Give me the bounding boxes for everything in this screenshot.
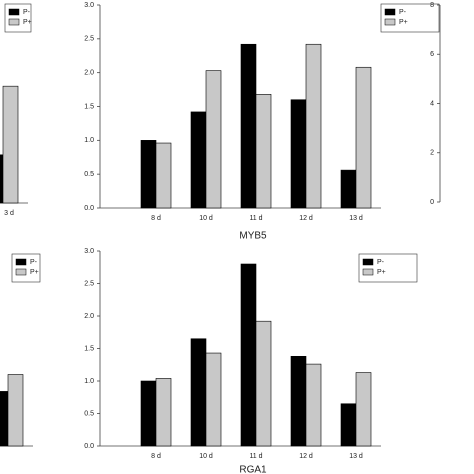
bar xyxy=(305,43,322,209)
legend-label: P+ xyxy=(377,269,386,276)
legend-label: P- xyxy=(399,9,407,16)
y-tick-label: 1.5 xyxy=(84,345,94,352)
x-tick-label: 3 d xyxy=(4,210,14,217)
x-tick-label: 13 d xyxy=(349,215,363,222)
y-tick-label: 2.5 xyxy=(84,280,94,287)
bar xyxy=(155,142,172,209)
x-tick-label: 10 d xyxy=(199,215,213,222)
y-tick-label: 0.0 xyxy=(84,443,94,450)
legend-swatch xyxy=(8,18,20,26)
x-tick-label: 13 d xyxy=(349,453,363,460)
legend-swatch xyxy=(15,268,27,276)
bar xyxy=(255,94,272,209)
y-tick-label: 2.0 xyxy=(84,70,94,77)
y-tick-label: 8 xyxy=(430,2,434,9)
x-tick-label: 8 d xyxy=(151,453,161,460)
legend-label: P- xyxy=(23,9,31,16)
bar xyxy=(205,352,222,447)
y-tick-label: 2 xyxy=(430,150,434,157)
y-tick-label: 3.0 xyxy=(84,248,94,255)
legend-frame xyxy=(11,253,41,283)
legend-swatch xyxy=(8,8,20,16)
bar xyxy=(240,43,257,209)
legend-swatch xyxy=(384,18,396,26)
x-tick-label: 11 d xyxy=(249,215,262,222)
bar xyxy=(0,154,4,204)
legend-frame xyxy=(4,3,32,33)
legend-label: P+ xyxy=(30,269,39,276)
legend-swatch xyxy=(362,268,374,276)
legend-frame xyxy=(380,3,440,33)
x-tick-label: 12 d xyxy=(299,453,313,460)
bar xyxy=(205,70,222,209)
chart-title: MYB5 xyxy=(239,231,267,242)
bar xyxy=(7,374,24,447)
bar xyxy=(290,355,307,447)
bar xyxy=(355,372,372,447)
y-tick-label: 1.0 xyxy=(84,137,94,144)
y-tick-label: 0.5 xyxy=(84,171,94,178)
x-tick-label: 11 d xyxy=(249,453,262,460)
y-tick-label: 0.5 xyxy=(84,410,94,417)
legend-label: P- xyxy=(377,259,385,266)
bar xyxy=(2,85,19,204)
y-tick-label: 3.0 xyxy=(84,2,94,9)
y-tick-label: 0.0 xyxy=(84,205,94,212)
legend-swatch xyxy=(362,258,374,266)
y-tick-label: 6 xyxy=(430,51,434,58)
legend-swatch xyxy=(15,258,27,266)
bar xyxy=(340,403,357,447)
y-tick-label: 1.0 xyxy=(84,378,94,385)
x-tick-label: 12 d xyxy=(299,215,313,222)
legend-frame xyxy=(358,253,418,283)
bar xyxy=(340,169,357,209)
chart-title: RGA1 xyxy=(239,465,267,474)
y-tick-label: 2.5 xyxy=(84,36,94,43)
legend-label: P+ xyxy=(23,19,32,26)
bar xyxy=(305,363,322,447)
legend-swatch xyxy=(384,8,396,16)
bar xyxy=(140,380,157,447)
bar xyxy=(140,140,157,209)
y-tick-label: 4 xyxy=(430,100,434,107)
y-tick-label: 2.0 xyxy=(84,313,94,320)
bar xyxy=(190,338,207,447)
y-tick-label: 1.5 xyxy=(84,103,94,110)
bar xyxy=(155,378,172,447)
bar xyxy=(240,263,257,447)
x-tick-label: 8 d xyxy=(151,215,161,222)
bar xyxy=(290,99,307,209)
legend-label: P+ xyxy=(399,19,408,26)
legend-label: P- xyxy=(30,259,38,266)
y-tick-label: 0 xyxy=(430,199,434,206)
bar xyxy=(0,391,9,447)
bar xyxy=(255,320,272,447)
x-tick-label: 10 d xyxy=(199,453,213,460)
bar xyxy=(355,66,372,209)
bar xyxy=(190,111,207,209)
